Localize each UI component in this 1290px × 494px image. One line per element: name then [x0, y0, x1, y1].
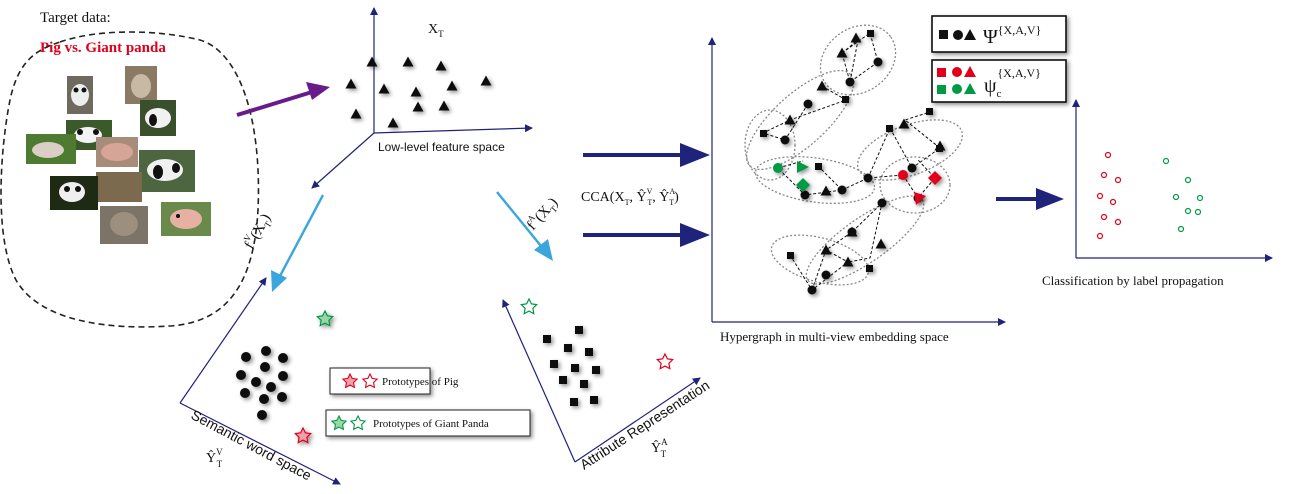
hypergraph-nodes-black: [760, 30, 946, 295]
animal-thumbnails: [26, 66, 211, 244]
attribute-stars: [520, 297, 674, 370]
psic-legend: ψc{X,A,V}: [931, 59, 1067, 103]
cca-label: CCA(XT, ŶV T, ŶA T): [581, 187, 679, 207]
classification-green-points: [1162, 157, 1204, 233]
legend-panda: Prototypes of Giant Panda: [325, 409, 531, 437]
navy-arrow-top: [583, 143, 710, 167]
legend-pig-label: Prototypes of Pig: [382, 376, 459, 388]
navy-arrow-bottom: [583, 223, 710, 247]
attribute-yhat: ŶA T: [651, 437, 668, 459]
hypergraph-axes: [708, 37, 1006, 326]
target-data-cloud: [0, 31, 260, 328]
classification-caption: Classification by label propagation: [1042, 273, 1224, 288]
classification-axes: [1072, 99, 1273, 262]
psi-symbol: Ψ{X,A,V}: [983, 23, 1041, 48]
semantic-caption: Semantic word space: [189, 407, 315, 484]
legend-panda-label: Prototypes of Giant Panda: [373, 418, 489, 430]
lowlevel-caption: Low-level feature space: [378, 140, 505, 154]
psic-symbol: ψc{X,A,V}: [984, 66, 1041, 100]
hypergraph-edges: [761, 32, 941, 291]
lowlevel-axes: [311, 7, 533, 189]
lowlevel-var: XT: [428, 22, 444, 39]
purple-arrow: [236, 82, 330, 117]
classification-red-points: [1096, 151, 1122, 240]
semantic-stars: [294, 309, 334, 444]
cyan-arrow-attribute: [496, 191, 553, 261]
attribute-axes: [502, 299, 701, 463]
psi-legend: Ψ{X,A,V}: [931, 15, 1067, 53]
semantic-axes: [179, 277, 341, 485]
navy-arrow-classification: [996, 188, 1064, 210]
semantic-dots: [236, 346, 288, 420]
semantic-func: fV(XT): [239, 210, 276, 253]
attribute-caption: Attribute Representation: [577, 377, 712, 473]
hyperedges: [744, 24, 964, 286]
target-subtitle: Pig vs. Giant panda: [40, 40, 166, 56]
hypergraph-nodes-colored: [773, 161, 942, 205]
cyan-arrow-semantic: [271, 194, 325, 292]
legend-pig: Prototypes of Pig: [329, 367, 459, 395]
lowlevel-triangles: [345, 56, 492, 128]
attribute-squares: [543, 326, 600, 406]
semantic-yhat: ŶV T: [206, 447, 223, 469]
hypergraph-caption: Hypergraph in multi-view embedding space: [720, 329, 949, 344]
target-title: Target data:: [40, 10, 111, 26]
